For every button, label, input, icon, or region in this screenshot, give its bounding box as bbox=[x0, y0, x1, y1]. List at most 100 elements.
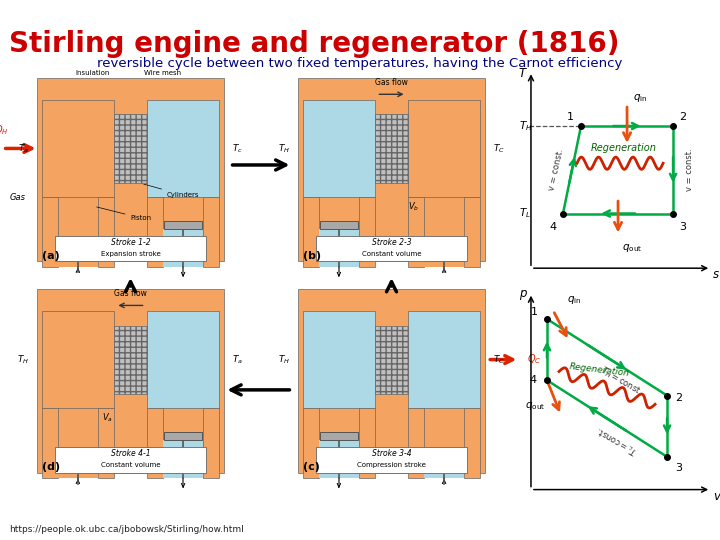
Text: $T_H$: $T_H$ bbox=[278, 142, 290, 154]
Text: $p$: $p$ bbox=[519, 288, 528, 302]
Bar bbox=[164, 221, 202, 229]
Text: v = const.: v = const. bbox=[685, 148, 693, 191]
Bar bbox=[303, 311, 374, 408]
Text: Compression stroke: Compression stroke bbox=[357, 462, 426, 468]
Text: (d): (d) bbox=[42, 462, 60, 472]
Text: (a): (a) bbox=[42, 251, 60, 261]
Bar bbox=[303, 408, 319, 478]
Text: Expansion stroke: Expansion stroke bbox=[101, 251, 161, 257]
Text: $q_\mathrm{out}$: $q_\mathrm{out}$ bbox=[622, 242, 642, 254]
Text: $V_b$: $V_b$ bbox=[408, 200, 420, 213]
Text: 3: 3 bbox=[679, 221, 686, 232]
Bar bbox=[359, 197, 374, 267]
Bar bbox=[42, 311, 114, 408]
Bar bbox=[37, 78, 225, 261]
Bar bbox=[148, 311, 219, 408]
Text: $T_a$: $T_a$ bbox=[18, 142, 29, 154]
Bar bbox=[464, 197, 480, 267]
Bar bbox=[408, 408, 425, 478]
Bar bbox=[320, 432, 358, 440]
Text: v = const.: v = const. bbox=[547, 148, 565, 192]
Text: Gas flow: Gas flow bbox=[114, 289, 147, 298]
Text: Stroke 4-1: Stroke 4-1 bbox=[111, 449, 150, 458]
Text: v: v bbox=[713, 490, 720, 503]
Bar bbox=[42, 408, 58, 478]
Bar bbox=[114, 114, 148, 183]
Text: Gas: Gas bbox=[10, 193, 26, 201]
Text: $q_\mathrm{in}$: $q_\mathrm{in}$ bbox=[633, 92, 647, 104]
Bar bbox=[425, 261, 464, 267]
Bar bbox=[316, 235, 467, 261]
Text: Regeneration: Regeneration bbox=[591, 143, 657, 153]
Text: 2: 2 bbox=[679, 112, 686, 122]
Bar bbox=[408, 197, 425, 267]
Text: Regeneration: Regeneration bbox=[568, 362, 630, 379]
Bar bbox=[59, 253, 96, 261]
Text: Gas flow: Gas flow bbox=[375, 78, 408, 87]
Bar bbox=[359, 408, 374, 478]
Text: $T_c$: $T_c$ bbox=[232, 142, 243, 154]
Text: $T_a$: $T_a$ bbox=[232, 353, 243, 366]
Bar bbox=[319, 229, 359, 267]
Text: Cylinders: Cylinders bbox=[143, 184, 199, 198]
Text: $T_H$: $T_H$ bbox=[17, 353, 29, 366]
Bar bbox=[426, 464, 463, 472]
Bar bbox=[374, 114, 408, 183]
Bar bbox=[316, 447, 467, 472]
Text: $T_L$: $T_L$ bbox=[519, 207, 531, 220]
Bar bbox=[303, 100, 374, 197]
Text: 2: 2 bbox=[675, 393, 683, 403]
Text: $T_C$: $T_C$ bbox=[493, 142, 505, 154]
Text: 1: 1 bbox=[531, 307, 538, 318]
Text: $T_H$: $T_H$ bbox=[519, 119, 533, 133]
Bar bbox=[464, 408, 480, 478]
Bar bbox=[58, 261, 97, 267]
Bar bbox=[97, 197, 114, 267]
Bar bbox=[319, 440, 359, 478]
Text: reversible cycle between two fixed temperatures, having the Carnot efficiency: reversible cycle between two fixed tempe… bbox=[97, 57, 623, 70]
Text: $T_H$: $T_H$ bbox=[278, 353, 290, 366]
Bar bbox=[297, 78, 485, 261]
Text: 1: 1 bbox=[567, 112, 574, 122]
Text: Constant volume: Constant volume bbox=[101, 462, 161, 468]
Text: $T_L=\mathrm{const.}$: $T_L=\mathrm{const.}$ bbox=[594, 423, 640, 456]
Text: 4: 4 bbox=[529, 375, 536, 385]
Text: Stroke 3-4: Stroke 3-4 bbox=[372, 449, 411, 458]
Bar bbox=[408, 100, 480, 197]
Text: s: s bbox=[713, 268, 719, 281]
Text: $Q_C$: $Q_C$ bbox=[527, 353, 541, 367]
Text: Wire mesh: Wire mesh bbox=[144, 70, 181, 76]
Text: $V_a$: $V_a$ bbox=[102, 411, 114, 424]
Text: $Q_H$: $Q_H$ bbox=[0, 124, 8, 137]
Bar bbox=[97, 408, 114, 478]
Bar bbox=[114, 326, 148, 394]
Text: Stroke 2-3: Stroke 2-3 bbox=[372, 238, 411, 247]
Text: 4: 4 bbox=[549, 221, 556, 232]
Text: Constant volume: Constant volume bbox=[361, 251, 421, 257]
Bar bbox=[59, 464, 96, 472]
Text: Insulation: Insulation bbox=[76, 70, 110, 76]
Text: (b): (b) bbox=[303, 251, 321, 261]
Bar bbox=[297, 289, 485, 472]
Text: https://people.ok.ubc.ca/jbobowsk/Stirling/how.html: https://people.ok.ubc.ca/jbobowsk/Stirli… bbox=[9, 524, 244, 534]
Bar bbox=[426, 253, 463, 261]
Text: $T$: $T$ bbox=[518, 67, 528, 80]
Text: Stroke 1-2: Stroke 1-2 bbox=[111, 238, 150, 247]
Text: Stirling engine and regenerator (1816): Stirling engine and regenerator (1816) bbox=[9, 30, 620, 58]
Bar bbox=[55, 447, 206, 472]
Bar bbox=[203, 197, 219, 267]
Bar bbox=[320, 221, 358, 229]
Bar bbox=[374, 326, 408, 394]
Bar bbox=[164, 432, 202, 440]
Bar bbox=[58, 472, 97, 478]
Text: 3: 3 bbox=[675, 463, 682, 472]
Bar bbox=[303, 197, 319, 267]
Bar bbox=[42, 197, 58, 267]
Bar bbox=[37, 289, 225, 472]
Bar bbox=[148, 197, 163, 267]
Text: $T_H=\mathrm{const.}$: $T_H=\mathrm{const.}$ bbox=[598, 364, 644, 398]
Bar bbox=[55, 235, 206, 261]
Bar bbox=[408, 311, 480, 408]
Text: Piston: Piston bbox=[96, 207, 152, 221]
Text: $T_C$: $T_C$ bbox=[493, 353, 505, 366]
